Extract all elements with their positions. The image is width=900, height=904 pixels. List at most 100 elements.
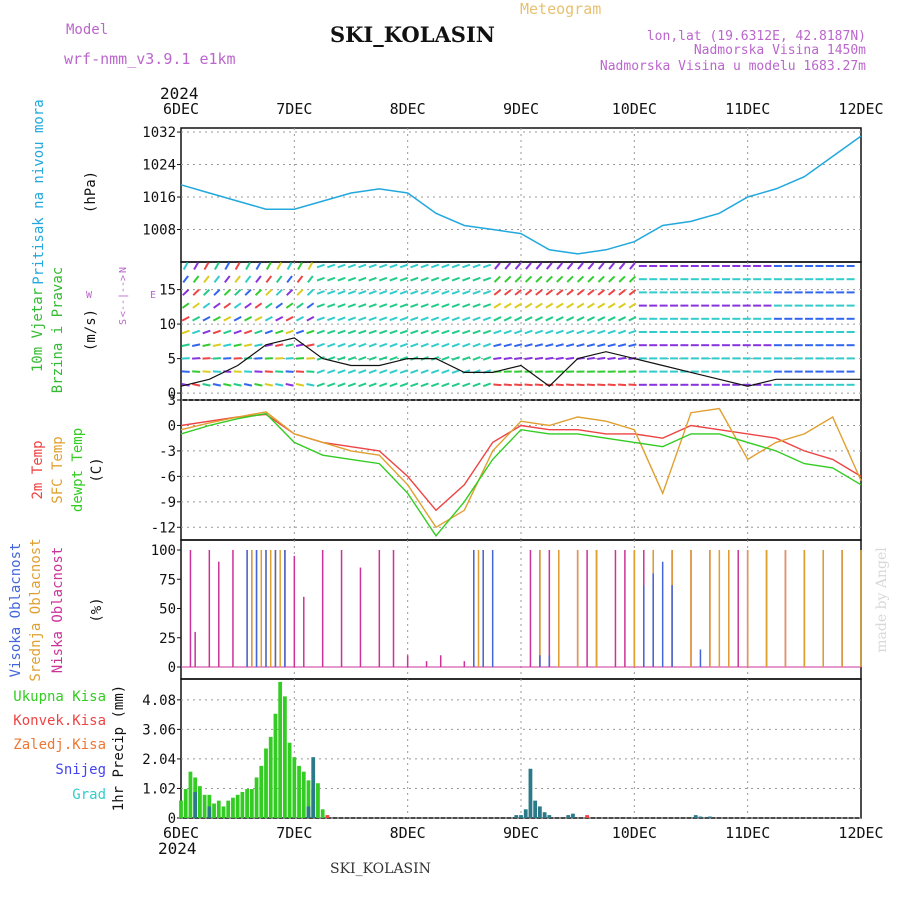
precip-bar: [236, 795, 240, 818]
wind-barb: [400, 304, 408, 307]
wind-barb: [286, 317, 293, 321]
wind-barb: [547, 263, 552, 269]
wind-barb: [266, 303, 272, 308]
wind-barb: [525, 303, 532, 307]
legend-ukupna: Ukupna Kisa: [13, 689, 106, 705]
precip-bar: [547, 815, 551, 818]
wind-barb: [598, 303, 605, 307]
precip-bar: [274, 714, 278, 818]
wind-barb: [275, 331, 283, 334]
wind-barb: [619, 276, 625, 282]
wind-barb: [546, 290, 552, 295]
wind-barb: [307, 317, 314, 321]
wind-barb: [213, 371, 221, 372]
wind-barb: [369, 331, 377, 334]
wind-barb: [609, 276, 615, 282]
precip-bar: [529, 769, 533, 818]
wind-barb: [225, 276, 230, 282]
wind-barb: [327, 383, 335, 386]
model-altitude-label: Nadmorska Visina u modelu 1683.27m: [600, 59, 866, 74]
wind-barb: [567, 276, 573, 282]
model-label: Model: [66, 22, 108, 38]
y-tick-label: -6: [159, 469, 176, 485]
wind-barb: [442, 278, 450, 281]
wind-barb: [462, 357, 470, 360]
wind-barb: [442, 370, 450, 373]
wind-barb: [214, 290, 220, 296]
wind-barb: [452, 370, 460, 373]
wind-barb: [588, 290, 594, 295]
wind-barb: [431, 265, 439, 268]
wind-barb: [223, 384, 231, 386]
wind-barb: [568, 263, 573, 269]
wind-barb: [234, 331, 242, 334]
wind-barb: [390, 291, 398, 294]
wind-barb: [473, 344, 481, 347]
wind-ylabel-1: 10m Vjetar: [30, 288, 46, 372]
precip-bar: [524, 809, 528, 818]
precip-bar: [519, 815, 523, 818]
wind-barb: [245, 317, 252, 321]
wind-barb: [245, 303, 251, 308]
wind-barb: [244, 344, 252, 346]
legend-zaledj: Zaledj.Kisa: [13, 737, 106, 753]
wind-barb: [265, 371, 273, 372]
wind-barb: [452, 331, 460, 334]
wind-unit: (m/s): [83, 309, 99, 351]
compass-east: E: [150, 290, 156, 301]
precip-bar: [184, 789, 188, 818]
wind-barb: [556, 317, 563, 321]
wind-barb: [306, 384, 314, 386]
panel-frame: [181, 540, 861, 679]
wind-barb: [369, 317, 377, 320]
wind-barb: [535, 331, 543, 334]
wind-barb: [493, 385, 501, 386]
wind-barb: [348, 291, 356, 294]
wind-barb: [557, 290, 563, 295]
wind-barb: [286, 384, 294, 386]
y-tick-label: 4.08: [142, 693, 176, 709]
precip-panel: Ukupna Kisa Konvek.Kisa Zaledj.Kisa Snij…: [13, 682, 861, 827]
wind-barb: [566, 358, 574, 359]
wind-barb: [234, 303, 240, 308]
wind-barb: [265, 384, 273, 386]
y-tick-label: -12: [151, 520, 176, 536]
wind-barb: [193, 303, 199, 308]
precip-bar: [321, 809, 325, 818]
wind-barb: [473, 357, 481, 360]
wind-barb: [297, 303, 303, 308]
wind-barb: [327, 370, 335, 373]
wind-barb: [566, 344, 574, 346]
wind-barb: [515, 317, 522, 321]
wind-barb: [431, 304, 439, 307]
wind-barb: [235, 276, 240, 282]
compass-south: S: [118, 319, 129, 325]
wind-barb: [266, 276, 271, 282]
wind-barb: [629, 331, 637, 334]
wind-barb: [431, 278, 439, 281]
wind-barb: [203, 344, 211, 346]
wind-barb: [348, 331, 356, 334]
wind-barb: [317, 304, 325, 307]
wind-barb: [192, 331, 200, 334]
pressure-unit: (hPa): [83, 171, 99, 213]
wind-barb: [203, 371, 211, 372]
wind-barb: [286, 303, 292, 308]
wind-barb: [265, 317, 272, 321]
wind-barb: [536, 276, 542, 282]
wind-barb: [442, 383, 450, 386]
wind-barb: [286, 344, 294, 346]
temp-label-dewpt: dewpt Temp: [70, 428, 86, 512]
wind-barb: [618, 331, 626, 334]
wind-barb: [525, 317, 532, 321]
precip-bar: [278, 682, 282, 818]
wind-barb: [203, 331, 211, 334]
wind-barb: [327, 265, 335, 268]
wind-barb: [338, 357, 346, 360]
precip-unit: 1hr Precip (mm): [111, 685, 127, 811]
precip-bar: [307, 806, 311, 818]
wind-barb: [578, 263, 583, 269]
wind-barb: [483, 291, 491, 294]
wind-barb: [308, 290, 314, 296]
